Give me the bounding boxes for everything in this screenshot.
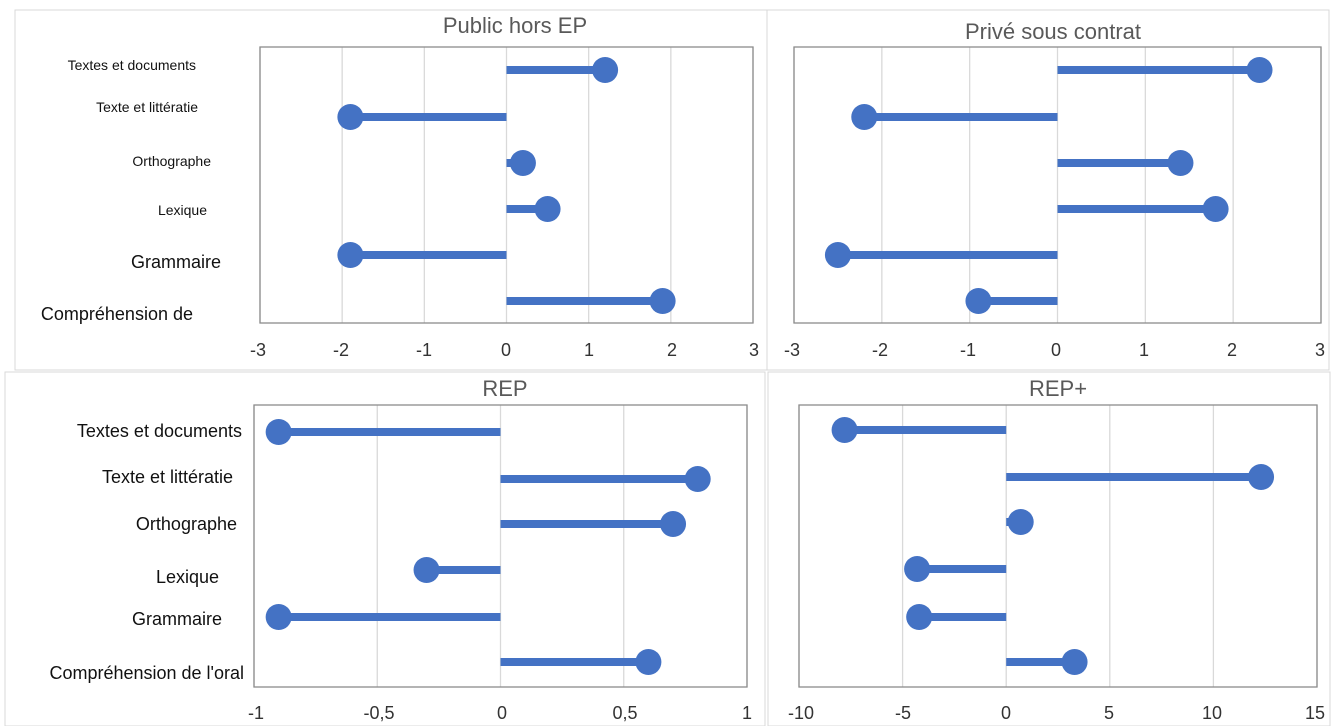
x-tick-label: -2 <box>872 340 888 360</box>
x-tick-label: 3 <box>1315 340 1325 360</box>
category-label: Orthographe <box>136 514 237 534</box>
lollipop-point <box>337 242 364 268</box>
category-label: Compréhension de l'oral <box>49 663 244 683</box>
x-tick-label: 15 <box>1305 703 1325 723</box>
panel-rep: -1 -0,5 0 0,5 1 Textes et documents Texte et … <box>49 376 752 723</box>
x-tick-label: -1 <box>416 340 432 360</box>
lollipop-point <box>1167 150 1194 176</box>
x-tick-label: 2 <box>1227 340 1237 360</box>
category-label: Texte et littératie <box>102 467 233 487</box>
x-tick-label: 1 <box>1139 340 1149 360</box>
x-tick-label: 5 <box>1104 703 1114 723</box>
lollipop-point <box>649 288 676 314</box>
category-label: Texte et littératie <box>96 99 198 115</box>
lollipop-point <box>1061 649 1088 675</box>
panel-title: Public hors EP <box>443 13 587 38</box>
lollipop-point <box>265 419 292 445</box>
lollipop-point <box>635 649 662 675</box>
lollipop-point <box>1248 464 1275 490</box>
lollipop-point <box>265 604 292 630</box>
lollipop-point <box>337 104 364 130</box>
category-label: Lexique <box>156 567 219 587</box>
lollipop-point <box>904 556 931 582</box>
panel-title: REP+ <box>1029 376 1087 401</box>
lollipop-point <box>965 288 992 314</box>
category-label: Orthographe <box>132 153 211 169</box>
x-tick-label: -3 <box>250 340 266 360</box>
lollipop-point <box>660 511 687 537</box>
category-label: Textes et documents <box>77 421 242 441</box>
x-tick-label: -2 <box>333 340 349 360</box>
lollipop-point <box>824 242 851 268</box>
x-tick-label: -3 <box>784 340 800 360</box>
lollipop-point <box>592 57 619 83</box>
panel-title: REP <box>482 376 527 401</box>
x-tick-label: 0 <box>1051 340 1061 360</box>
x-tick-label: 2 <box>667 340 677 360</box>
lollipop-point <box>831 417 858 443</box>
category-label: Lexique <box>158 202 207 218</box>
lollipop-point <box>851 104 878 130</box>
x-tick-label: 10 <box>1202 703 1222 723</box>
panel-public-hors-ep: -3 -2 -1 0 1 2 3 Textes et documents Texte et l… <box>41 13 759 360</box>
plot-area-border <box>259 46 754 324</box>
x-tick-label: 1 <box>742 703 752 723</box>
plot-area-border <box>253 404 748 688</box>
x-tick-label: 1 <box>584 340 594 360</box>
lollipop-point <box>1202 196 1229 222</box>
lollipop-point <box>684 466 711 492</box>
category-label: Grammaire <box>131 252 221 272</box>
lollipop-point <box>509 150 536 176</box>
x-tick-label: 0 <box>497 703 507 723</box>
lollipop-point <box>413 557 440 583</box>
x-tick-label: 0,5 <box>612 703 637 723</box>
category-label: Textes et documents <box>68 57 196 73</box>
panel-title: Privé sous contrat <box>965 19 1141 44</box>
lollipop-point <box>1246 57 1273 83</box>
x-tick-label: 3 <box>749 340 759 360</box>
x-tick-label: -10 <box>788 703 814 723</box>
plot-area-border <box>798 404 1318 688</box>
x-tick-label: -1 <box>960 340 976 360</box>
panel-frames <box>4 9 1331 726</box>
lollipop-point <box>906 604 933 630</box>
x-tick-label: 0 <box>501 340 511 360</box>
lollipop-point <box>534 196 561 222</box>
panel-prive-sous-contrat: -3 -2 -1 0 1 2 3 Privé sous contrat <box>784 19 1325 360</box>
x-tick-label: 0 <box>1001 703 1011 723</box>
x-tick-label: -0,5 <box>363 703 394 723</box>
x-tick-label: -1 <box>248 703 264 723</box>
x-tick-label: -5 <box>895 703 911 723</box>
category-label: Grammaire <box>132 609 222 629</box>
lollipop-point <box>1007 509 1034 535</box>
panel-rep-plus: -10 -5 0 5 10 15 REP+ <box>788 376 1325 723</box>
category-label: Compréhension de <box>41 304 193 324</box>
plot-area-border <box>793 46 1322 324</box>
